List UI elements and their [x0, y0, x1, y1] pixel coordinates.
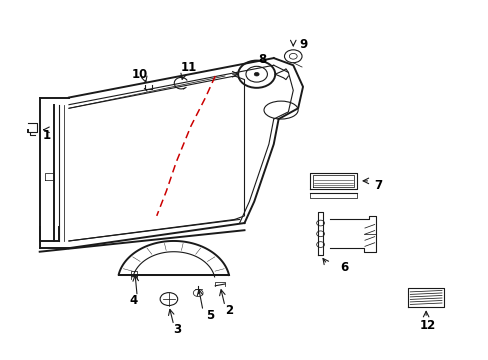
Text: 1: 1 — [43, 129, 51, 142]
Text: 10: 10 — [131, 68, 147, 81]
Text: 4: 4 — [129, 294, 137, 307]
Text: 12: 12 — [418, 319, 435, 332]
Text: 11: 11 — [180, 60, 196, 73]
Text: 8: 8 — [258, 53, 266, 66]
Text: 3: 3 — [173, 323, 181, 336]
Text: 7: 7 — [374, 179, 382, 192]
Circle shape — [254, 72, 259, 76]
Text: 9: 9 — [299, 38, 307, 51]
Text: 5: 5 — [206, 309, 214, 322]
Text: 6: 6 — [340, 261, 348, 274]
Text: 2: 2 — [224, 305, 232, 318]
